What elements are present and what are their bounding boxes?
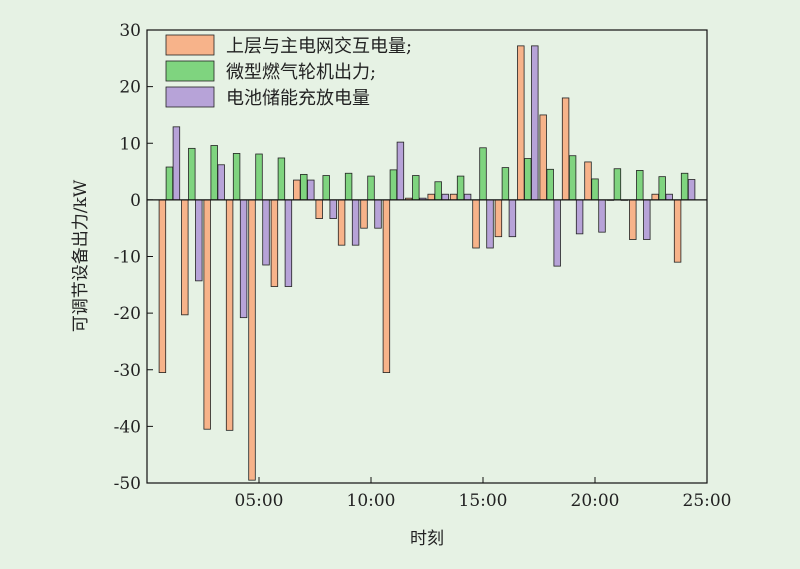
bar-series-1-point-16	[524, 158, 532, 201]
bar-series-2-point-6	[307, 179, 315, 201]
x-tick-label-2: 15:00	[459, 491, 508, 511]
legend-label-1: 微型燃气轮机出力;	[226, 62, 376, 83]
bar-series-2-point-4	[262, 199, 270, 266]
x-tick-label-3: 20:00	[571, 491, 620, 511]
bar-series-2-point-19	[598, 199, 606, 233]
bar-series-2-point-7	[329, 199, 337, 219]
x-tick-label-1: 10:00	[347, 491, 396, 511]
y-tick-label-3: 0	[130, 191, 141, 211]
bar-series-2-point-15	[508, 199, 517, 238]
y-tick-label-8: -50	[114, 474, 141, 494]
bar-series-1-point-17	[546, 168, 554, 201]
y-tick-label-6: -30	[114, 361, 141, 381]
bar-series-1-point-9	[367, 175, 375, 201]
bar-series-1-point-2	[210, 145, 218, 201]
bar-series-0-point-9	[360, 199, 368, 229]
bar-series-1-point-8	[344, 172, 353, 201]
y-tick-label-2: 10	[119, 134, 141, 154]
bar-series-1-point-1	[188, 147, 196, 201]
bar-series-2-point-9	[374, 199, 382, 229]
bar-series-0-point-21	[629, 199, 637, 240]
bar-series-0-point-12	[427, 193, 435, 201]
bar-series-2-point-2	[217, 164, 225, 201]
y-tick-label-7: -40	[114, 417, 141, 437]
bar-series-2-point-23	[687, 179, 696, 201]
bar-series-0-point-8	[337, 199, 346, 246]
bar-series-1-point-11	[412, 175, 420, 201]
bar-series-0-point-18	[561, 97, 570, 201]
bar-series-0-point-2	[203, 199, 211, 430]
bar-series-1-point-22	[658, 176, 666, 201]
bar-series-2-point-22	[665, 193, 673, 201]
bar-series-1-point-13	[456, 175, 465, 201]
bar-series-1-point-4	[255, 153, 263, 201]
bar-series-1-point-12	[434, 181, 442, 201]
bar-series-2-point-16	[531, 45, 539, 201]
bar-series-0-point-16	[517, 45, 525, 201]
bar-series-1-point-20	[613, 168, 622, 201]
bar-series-0-point-19	[584, 161, 592, 201]
bar-series-1-point-18	[568, 155, 577, 201]
x-tick-label-4: 25:00	[683, 491, 732, 511]
y-axis-label: 可调节设备出力/kW	[71, 179, 91, 332]
bar-series-0-point-1	[181, 199, 189, 316]
bar-series-1-point-7	[322, 175, 330, 201]
bars-layer	[158, 45, 696, 481]
bar-series-0-point-13	[449, 193, 458, 201]
bar-series-2-point-12	[441, 193, 449, 201]
bar-series-1-point-14	[479, 147, 487, 201]
bar-series-0-point-15	[494, 199, 503, 238]
bar-series-2-point-18	[575, 199, 584, 235]
bar-series-0-point-6	[293, 179, 301, 201]
y-tick-label-4: -10	[114, 248, 141, 268]
bar-series-1-point-6	[300, 173, 308, 201]
bar-series-0-point-4	[248, 199, 256, 481]
bar-series-1-point-19	[591, 178, 599, 201]
y-tick-label-1: 20	[119, 78, 141, 98]
bar-series-2-point-0	[172, 126, 181, 201]
bar-series-2-point-17	[553, 199, 561, 267]
bar-series-2-point-3	[239, 199, 248, 319]
x-axis-label: 时刻	[410, 529, 444, 549]
bar-series-1-point-0	[165, 166, 174, 201]
bar-series-2-point-8	[351, 199, 360, 246]
y-tick-label-0: 30	[119, 21, 141, 41]
bar-series-0-point-7	[315, 199, 323, 219]
bar-series-1-point-3	[232, 153, 241, 201]
bar-series-0-point-3	[225, 199, 234, 431]
bar-series-0-point-22	[651, 193, 659, 201]
legend-swatch-1	[165, 60, 215, 82]
bar-series-1-point-23	[680, 172, 689, 201]
bar-series-2-point-14	[486, 199, 494, 249]
y-tick-label-5: -20	[114, 304, 141, 324]
bar-series-0-point-10	[382, 199, 391, 373]
bar-series-1-point-10	[389, 169, 398, 201]
bar-series-2-point-13	[463, 193, 472, 201]
legend-label-2: 电池储能充放电量	[226, 88, 370, 109]
legend-label-0: 上层与主电网交互电量;	[226, 36, 412, 57]
bar-series-1-point-21	[636, 170, 644, 201]
legend-swatch-2	[165, 86, 215, 108]
bar-series-1-point-15	[501, 167, 510, 201]
bar-series-1-point-5	[277, 157, 286, 201]
x-tick-label-0: 05:00	[235, 491, 284, 511]
bar-series-0-point-5	[270, 199, 279, 287]
bar-series-2-point-21	[643, 199, 651, 240]
x-axis: 05:00 10:00 15:00 20:00 25:00	[235, 477, 732, 511]
y-axis: 30 20 10 0 -10 -20 -30 -40 -50	[114, 21, 153, 494]
bar-series-0-point-23	[673, 199, 682, 263]
bar-series-2-point-10	[396, 141, 405, 201]
bar-series-2-point-1	[195, 199, 203, 282]
legend-swatch-0	[165, 34, 215, 56]
bar-series-2-point-5	[284, 199, 293, 287]
bar-series-0-point-17	[539, 114, 547, 201]
legend: 上层与主电网交互电量; 微型燃气轮机出力; 电池储能充放电量	[165, 34, 412, 109]
bar-series-0-point-14	[472, 199, 480, 249]
bar-series-0-point-0	[158, 199, 167, 373]
